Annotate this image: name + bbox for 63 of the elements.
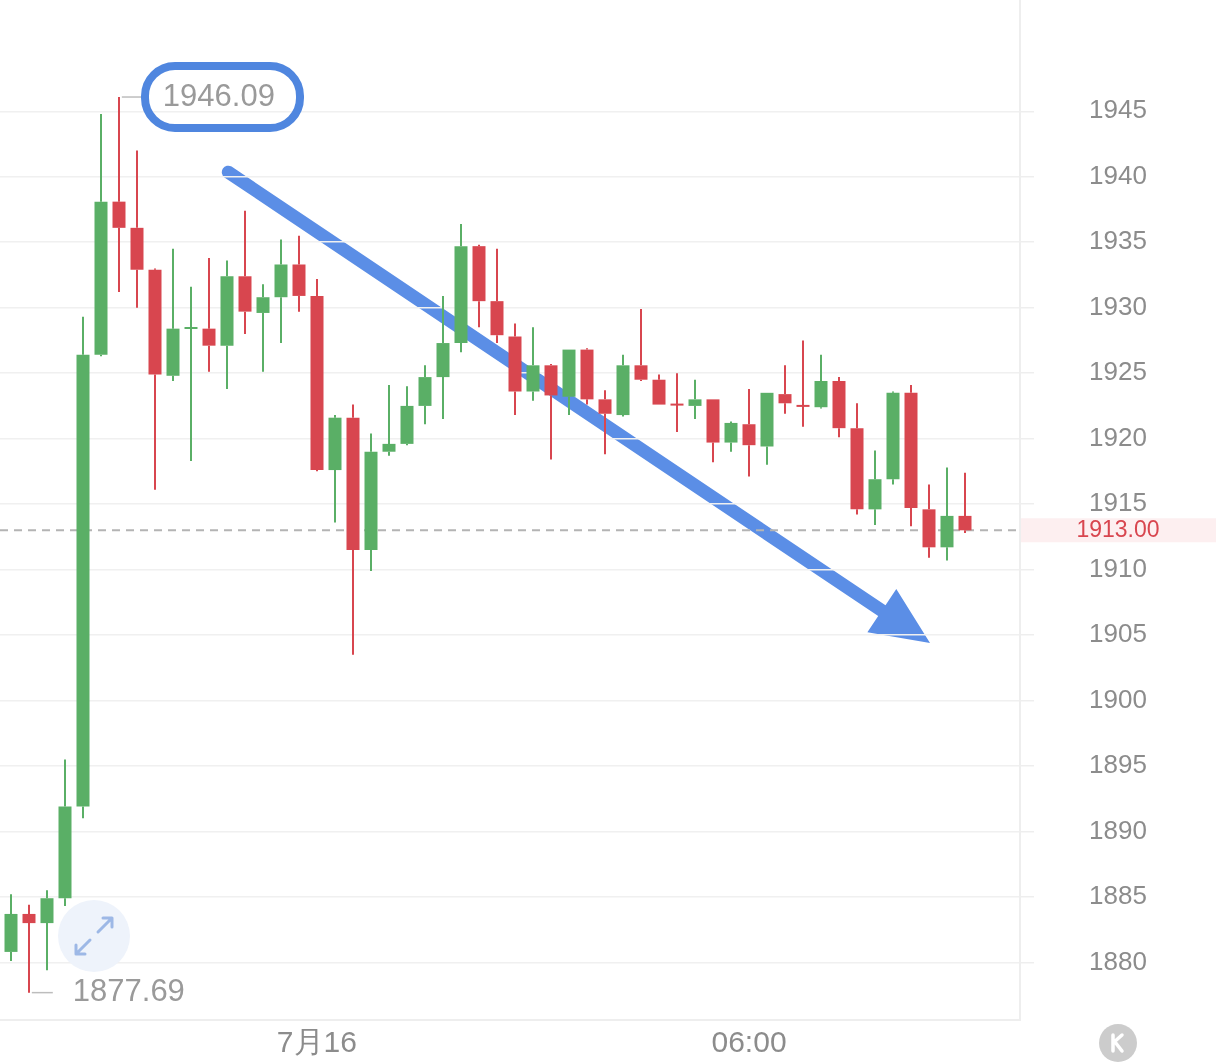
candlestick [454, 222, 468, 354]
candlestick [4, 893, 18, 963]
y-tick-label: 1930 [1089, 290, 1147, 321]
candlestick [904, 383, 918, 528]
y-tick-label: 1880 [1089, 945, 1147, 976]
candlestick [670, 372, 684, 434]
candlestick [832, 376, 846, 439]
ref-line-label: 1913.00 [1076, 515, 1160, 542]
candlestick [256, 283, 270, 373]
candlestick [328, 414, 342, 524]
candlestick [58, 758, 72, 908]
candlestick [364, 432, 378, 572]
y-tick-label: 1885 [1089, 880, 1147, 911]
y-tick-label: 1915 [1089, 487, 1147, 518]
candlestick [382, 383, 396, 457]
candlestick [922, 483, 936, 559]
candlestick [112, 96, 126, 293]
candlestick [724, 422, 738, 453]
candlestick [652, 373, 666, 405]
y-tick-label: 1945 [1089, 94, 1147, 125]
candlestick [130, 149, 144, 309]
y-tick-label: 1910 [1089, 552, 1147, 583]
candlestick [40, 889, 54, 972]
y-tick-label: 1940 [1089, 159, 1147, 190]
candlestick [202, 256, 216, 373]
candlestick [526, 326, 540, 402]
y-tick-label: 1925 [1089, 356, 1147, 387]
candlestick [958, 471, 972, 534]
candlestick [598, 389, 612, 456]
y-tick-label: 1920 [1089, 421, 1147, 452]
candlestick [490, 247, 504, 345]
candlestick [742, 387, 756, 478]
x-tick-label: 7月16 [276, 1025, 357, 1059]
y-tick-label: 1890 [1089, 814, 1147, 845]
candlestick [418, 364, 432, 426]
candlestick [346, 403, 360, 656]
candlestick [616, 353, 630, 416]
candlestick [508, 322, 522, 417]
y-tick-label: 1935 [1089, 225, 1147, 256]
candlestick [436, 294, 450, 420]
candlestick [22, 903, 36, 994]
y-tick-label: 1900 [1089, 683, 1147, 714]
candlestick [292, 234, 306, 313]
candlestick [850, 402, 864, 516]
candlestick [868, 449, 882, 527]
candlestick [220, 259, 234, 390]
annotation: 1877.69 [72, 973, 185, 1009]
y-tick-label: 1895 [1089, 749, 1147, 780]
candlestick [166, 247, 180, 383]
candlestick [688, 378, 702, 420]
candlestick [184, 285, 198, 462]
candlestick [238, 209, 252, 335]
x-tick-label: 06:00 [711, 1025, 787, 1059]
candlestick [940, 466, 954, 562]
candlestick [886, 392, 900, 486]
candlestick [814, 353, 828, 408]
candlestick [274, 238, 288, 345]
annotation: 1946.09 [162, 77, 275, 113]
candlestick [778, 364, 792, 415]
candlestick [796, 339, 810, 428]
y-tick-label: 1905 [1089, 618, 1147, 649]
candlestick [76, 315, 90, 820]
candlestick [310, 277, 324, 471]
